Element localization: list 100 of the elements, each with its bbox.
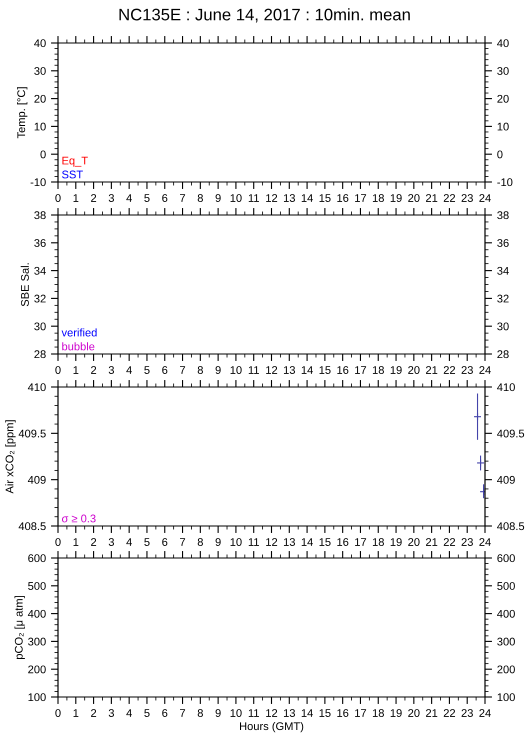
x-tick-label: 9 — [216, 194, 221, 202]
x-tick-label: 10 — [230, 538, 242, 546]
x-tick-label: 12 — [266, 194, 278, 202]
y2-tick-label: 28 — [497, 350, 509, 358]
x-tick-label: 3 — [108, 194, 114, 202]
x-axis-title: Hours (GMT) — [240, 722, 304, 732]
y2-tick-label: 410 — [497, 383, 515, 392]
x-tick-label: 8 — [198, 194, 203, 202]
annotation: SST — [62, 170, 83, 178]
x-tick-label: 2 — [91, 538, 96, 546]
x-tick-label: 5 — [144, 194, 150, 202]
y2-tick-label: 100 — [498, 693, 515, 702]
x-tick-label: 4 — [126, 366, 132, 374]
y-tick-label: -10 — [30, 178, 46, 186]
x-tick-label: 15 — [320, 194, 331, 202]
x-tick-label: 2 — [91, 366, 96, 374]
x-tick-label: 12 — [266, 366, 278, 374]
x-tick-label: 4 — [126, 194, 132, 202]
y-tick-label: 410 — [28, 383, 46, 392]
y-tick-label: 409.5 — [18, 430, 46, 438]
y-tick-label: 20 — [34, 94, 46, 103]
x-tick-label: 16 — [337, 538, 348, 546]
y-tick-label: 600 — [28, 554, 46, 562]
x-tick-label: 10 — [230, 709, 242, 717]
x-tick-label: 12 — [266, 709, 278, 717]
x-tick-label: 15 — [320, 538, 331, 546]
y-axis-title: Temp. [°C] — [17, 87, 28, 138]
x-tick-label: 21 — [426, 194, 438, 202]
annotation: bubble — [62, 342, 94, 350]
x-tick-label: 4 — [126, 709, 132, 717]
x-tick-label: 17 — [355, 709, 366, 717]
y-tick-label: 36 — [34, 239, 46, 247]
x-tick-label: 18 — [372, 366, 384, 374]
y-tick-label: 200 — [28, 665, 46, 674]
y2-tick-label: 409 — [497, 476, 515, 484]
y2-tick-label: 20 — [497, 94, 509, 103]
x-tick-label: 14 — [302, 538, 313, 546]
x-tick-label: 5 — [144, 366, 150, 374]
x-tick-label: 4 — [126, 538, 132, 546]
x-tick-label: 3 — [108, 366, 114, 374]
x-tick-label: 1 — [74, 366, 78, 374]
x-tick-label: 24 — [479, 366, 491, 374]
y-tick-label: 409 — [28, 476, 46, 484]
x-tick-label: 5 — [144, 709, 150, 717]
x-tick-label: 24 — [479, 538, 491, 546]
y-tick-label: 32 — [34, 294, 46, 303]
y-axis-title: Air xCO₂ [ppm] — [5, 420, 16, 494]
x-tick-label: 21 — [426, 366, 438, 374]
x-tick-label: 2 — [91, 194, 96, 202]
x-tick-label: 3 — [108, 538, 114, 546]
y2-tick-label: 34 — [497, 266, 509, 275]
x-tick-label: 20 — [408, 709, 420, 717]
y-tick-label: 30 — [34, 67, 46, 75]
y2-tick-label: 0 — [497, 150, 503, 158]
x-tick-label: 21 — [426, 538, 438, 546]
y2-tick-label: 500 — [497, 582, 515, 590]
y2-tick-label: 30 — [497, 67, 509, 75]
y-tick-label: 400 — [28, 610, 46, 618]
x-tick-label: 11 — [248, 194, 259, 202]
x-tick-label: 9 — [216, 709, 221, 717]
x-tick-label: 10 — [230, 366, 242, 374]
x-tick-label: 18 — [372, 194, 384, 202]
x-tick-label: 23 — [462, 194, 473, 202]
legend-label: σ ≥ 0.3 — [62, 514, 96, 522]
x-tick-label: 22 — [444, 538, 456, 546]
x-tick-label: 8 — [198, 366, 203, 374]
x-tick-label: 13 — [284, 709, 295, 717]
x-tick-label: 17 — [355, 538, 366, 546]
y2-tick-label: 32 — [497, 294, 509, 303]
y2-tick-label: 200 — [497, 665, 515, 674]
y-tick-label: 38 — [34, 211, 46, 220]
y2-tick-label: 30 — [497, 322, 509, 330]
x-tick-label: 22 — [444, 709, 456, 717]
x-tick-label: 19 — [390, 538, 402, 546]
x-tick-label: 17 — [355, 194, 366, 202]
x-tick-label: 23 — [462, 538, 473, 546]
x-tick-label: 19 — [390, 194, 402, 202]
x-tick-label: 7 — [180, 709, 186, 717]
annotation: Eq_T — [62, 156, 88, 167]
x-tick-label: 22 — [444, 194, 456, 202]
x-tick-label: 0 — [55, 194, 61, 202]
x-tick-label: 0 — [55, 709, 61, 717]
x-tick-label: 16 — [337, 194, 348, 202]
x-tick-label: 6 — [162, 366, 168, 374]
y-tick-label: 500 — [28, 582, 46, 590]
x-tick-label: 11 — [248, 709, 259, 717]
x-tick-label: 6 — [162, 709, 168, 717]
y-tick-label: 408.5 — [18, 522, 46, 530]
x-tick-label: 7 — [180, 366, 186, 374]
x-tick-label: 9 — [216, 538, 221, 546]
x-tick-label: 23 — [462, 366, 473, 374]
x-tick-label: 17 — [355, 366, 366, 374]
y2-tick-label: 40 — [497, 39, 509, 48]
y-tick-label: 10 — [34, 122, 46, 131]
chart-title: NC135E : June 14, 2017 : 10min. mean — [119, 8, 410, 22]
x-tick-label: 7 — [180, 538, 186, 546]
x-tick-label: 11 — [248, 366, 259, 374]
x-tick-label: 7 — [180, 194, 186, 202]
x-tick-label: 8 — [198, 709, 203, 717]
annotation: verified — [62, 328, 97, 337]
